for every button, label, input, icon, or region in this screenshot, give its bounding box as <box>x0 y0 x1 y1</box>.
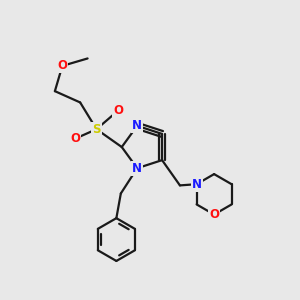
Text: O: O <box>70 132 80 145</box>
Text: N: N <box>192 178 202 191</box>
Text: O: O <box>209 208 219 221</box>
Text: N: N <box>132 162 142 175</box>
Text: O: O <box>57 59 67 72</box>
Text: N: N <box>132 119 142 132</box>
Text: S: S <box>92 123 101 136</box>
Text: O: O <box>113 104 123 117</box>
